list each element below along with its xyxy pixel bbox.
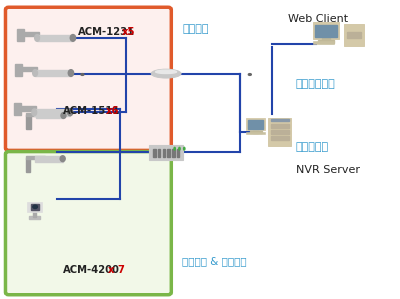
- Bar: [271, 136, 289, 140]
- Bar: [34, 109, 70, 116]
- Bar: [37, 35, 73, 41]
- Ellipse shape: [81, 74, 84, 75]
- Bar: [172, 149, 175, 157]
- Bar: [31, 204, 39, 210]
- Bar: [246, 118, 265, 130]
- Bar: [153, 149, 156, 157]
- Bar: [347, 32, 361, 34]
- Ellipse shape: [179, 147, 180, 150]
- Bar: [313, 22, 339, 39]
- Bar: [26, 158, 30, 173]
- Text: 學校圍牆: 學校圍牆: [182, 24, 208, 34]
- Ellipse shape: [184, 147, 185, 150]
- Bar: [168, 149, 170, 157]
- Ellipse shape: [60, 156, 65, 161]
- Bar: [20, 67, 36, 71]
- Text: ACM-4200: ACM-4200: [62, 265, 119, 275]
- Bar: [35, 156, 63, 161]
- Bar: [271, 130, 289, 134]
- Bar: [250, 131, 262, 133]
- Text: 教室圍牆 & 辦公大樓: 教室圍牆 & 辦公大樓: [182, 256, 247, 266]
- Bar: [26, 156, 45, 159]
- Bar: [158, 149, 160, 157]
- Ellipse shape: [33, 205, 38, 208]
- Text: 門口警衛室: 門口警衛室: [296, 141, 329, 152]
- Bar: [36, 113, 64, 118]
- Bar: [30, 216, 40, 219]
- Text: x 7: x 7: [108, 265, 125, 275]
- Bar: [17, 29, 24, 41]
- Ellipse shape: [174, 147, 175, 150]
- Text: ACM-1231: ACM-1231: [78, 27, 136, 37]
- Ellipse shape: [151, 69, 181, 78]
- FancyBboxPatch shape: [6, 7, 171, 150]
- Bar: [26, 113, 46, 116]
- Bar: [15, 64, 22, 76]
- Text: x6: x6: [106, 106, 120, 116]
- Bar: [14, 103, 22, 115]
- Text: x5: x5: [122, 27, 136, 37]
- Ellipse shape: [68, 109, 73, 116]
- Bar: [322, 37, 330, 42]
- Bar: [318, 40, 334, 43]
- Ellipse shape: [35, 35, 40, 41]
- Ellipse shape: [248, 74, 251, 75]
- Bar: [271, 124, 289, 128]
- Ellipse shape: [33, 70, 38, 76]
- Ellipse shape: [68, 70, 74, 76]
- Bar: [33, 210, 36, 217]
- Text: 小隊長辦公室: 小隊長辦公室: [296, 79, 336, 89]
- Ellipse shape: [70, 35, 76, 41]
- Bar: [26, 115, 31, 129]
- Ellipse shape: [156, 70, 176, 74]
- Bar: [253, 130, 258, 133]
- Text: NVR Server: NVR Server: [296, 165, 360, 175]
- Bar: [248, 120, 264, 129]
- Bar: [22, 32, 38, 36]
- Bar: [344, 24, 364, 46]
- Ellipse shape: [61, 113, 66, 118]
- Text: Web Client: Web Client: [288, 13, 348, 24]
- Bar: [26, 202, 42, 211]
- FancyBboxPatch shape: [6, 152, 171, 295]
- Bar: [313, 41, 334, 44]
- Bar: [347, 35, 361, 37]
- Bar: [163, 149, 165, 157]
- Bar: [315, 25, 337, 37]
- Bar: [35, 70, 71, 76]
- Text: ACM-1511: ACM-1511: [62, 106, 120, 116]
- Bar: [246, 132, 265, 135]
- Bar: [177, 149, 180, 157]
- Bar: [19, 106, 36, 111]
- Bar: [271, 119, 289, 121]
- Ellipse shape: [32, 109, 37, 116]
- Bar: [149, 145, 183, 160]
- Bar: [268, 118, 292, 146]
